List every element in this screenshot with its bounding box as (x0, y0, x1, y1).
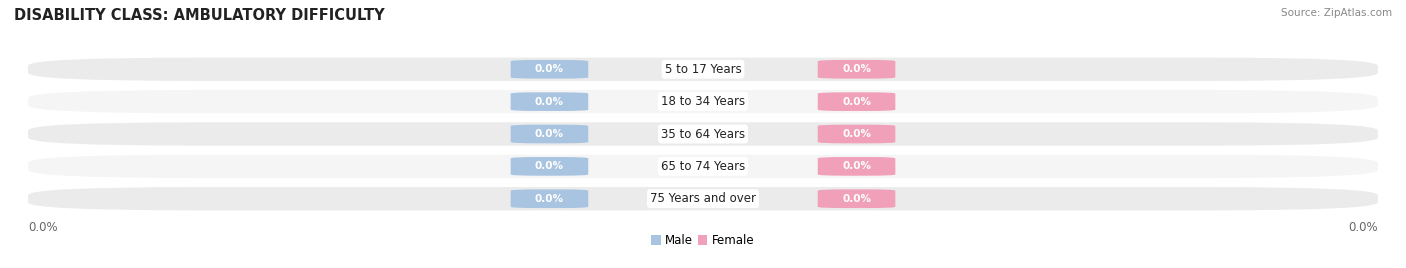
FancyBboxPatch shape (510, 189, 588, 208)
Text: 0.0%: 0.0% (842, 64, 872, 74)
Text: 65 to 74 Years: 65 to 74 Years (661, 160, 745, 173)
Text: 0.0%: 0.0% (842, 161, 872, 171)
FancyBboxPatch shape (510, 92, 588, 111)
Text: 0.0%: 0.0% (1348, 221, 1378, 234)
Text: 0.0%: 0.0% (842, 97, 872, 107)
Text: 0.0%: 0.0% (534, 194, 564, 204)
FancyBboxPatch shape (818, 189, 896, 208)
Text: 0.0%: 0.0% (534, 64, 564, 74)
Text: 0.0%: 0.0% (842, 194, 872, 204)
FancyBboxPatch shape (818, 92, 896, 111)
Text: 0.0%: 0.0% (534, 97, 564, 107)
Text: 35 to 64 Years: 35 to 64 Years (661, 128, 745, 140)
Text: DISABILITY CLASS: AMBULATORY DIFFICULTY: DISABILITY CLASS: AMBULATORY DIFFICULTY (14, 8, 385, 23)
Text: 0.0%: 0.0% (534, 129, 564, 139)
Text: 0.0%: 0.0% (842, 129, 872, 139)
FancyBboxPatch shape (510, 157, 588, 176)
FancyBboxPatch shape (818, 60, 896, 79)
Legend: Male, Female: Male, Female (647, 229, 759, 252)
Text: 5 to 17 Years: 5 to 17 Years (665, 63, 741, 76)
FancyBboxPatch shape (510, 125, 588, 143)
FancyBboxPatch shape (510, 60, 588, 79)
FancyBboxPatch shape (28, 90, 1378, 113)
Text: 0.0%: 0.0% (534, 161, 564, 171)
Text: 0.0%: 0.0% (28, 221, 58, 234)
FancyBboxPatch shape (28, 187, 1378, 210)
FancyBboxPatch shape (818, 125, 896, 143)
FancyBboxPatch shape (28, 122, 1378, 146)
Text: Source: ZipAtlas.com: Source: ZipAtlas.com (1281, 8, 1392, 18)
FancyBboxPatch shape (28, 58, 1378, 81)
Text: 18 to 34 Years: 18 to 34 Years (661, 95, 745, 108)
FancyBboxPatch shape (818, 157, 896, 176)
FancyBboxPatch shape (28, 155, 1378, 178)
Text: 75 Years and over: 75 Years and over (650, 192, 756, 205)
